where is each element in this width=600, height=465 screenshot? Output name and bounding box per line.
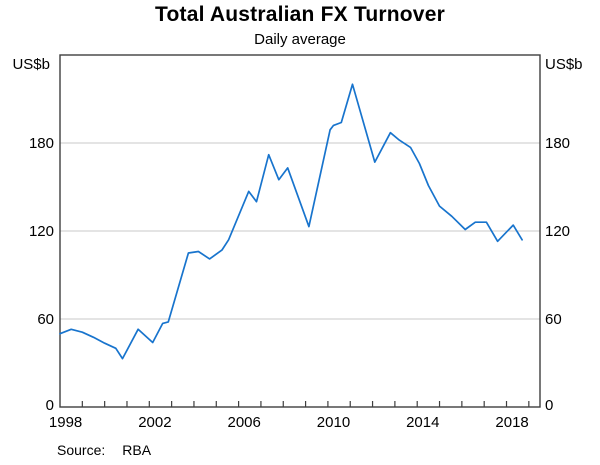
x-tick-label-2006: 2006	[227, 414, 260, 431]
y-axis-unit-right: US$b	[545, 56, 583, 73]
x-tick-label-1998: 1998	[49, 414, 82, 431]
source-note: Source: RBA	[57, 442, 151, 458]
source-label: Source:	[57, 442, 106, 458]
y-axis-unit-left: US$b	[12, 56, 50, 73]
x-tick-label-2002: 2002	[138, 414, 171, 431]
chart-subtitle: Daily average	[254, 31, 346, 48]
x-tick-label-2010: 2010	[317, 414, 350, 431]
x-tick-label-2014: 2014	[406, 414, 439, 431]
y-tick-label-right-60: 60	[545, 311, 562, 328]
y-tick-label-left-60: 60	[37, 311, 54, 328]
y-tick-label-left-120: 120	[29, 223, 54, 240]
chart-title: Total Australian FX Turnover	[155, 3, 445, 26]
y-tick-label-left-180: 180	[29, 135, 54, 152]
y-tick-label-right-180: 180	[545, 135, 570, 152]
y-tick-label-left-0: 0	[46, 397, 54, 414]
x-tick-label-2018: 2018	[495, 414, 528, 431]
fx-turnover-line	[59, 83, 523, 360]
source-value: RBA	[122, 442, 152, 458]
plot-frame	[59, 54, 541, 408]
y-tick-label-right-0: 0	[545, 397, 553, 414]
y-tick-label-right-120: 120	[545, 223, 570, 240]
